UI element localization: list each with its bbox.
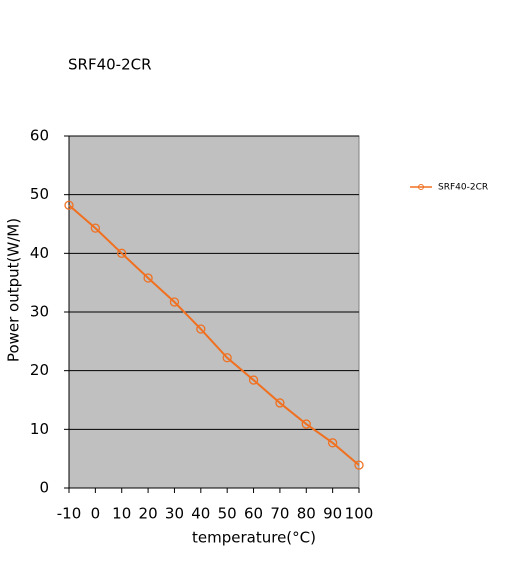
data-point (90, 223, 101, 233)
chart-title: SRF40-2CR (68, 56, 152, 74)
data-point (117, 248, 127, 258)
data-point (327, 438, 338, 448)
y-tick-label: 30 (30, 303, 49, 321)
legend-marker (418, 184, 424, 190)
x-tick-label: 10 (112, 505, 131, 523)
y-tick-label: 20 (30, 361, 49, 379)
data-point (222, 353, 232, 363)
x-tick-label: 0 (91, 505, 101, 523)
y-tick-label: 0 (39, 479, 49, 497)
x-tick-label: 80 (297, 505, 316, 523)
y-tick-label: 10 (30, 420, 49, 438)
data-point (301, 419, 311, 429)
x-tick-label: 90 (323, 505, 342, 523)
x-tick-label: 70 (270, 505, 289, 523)
y-tick-label: 40 (30, 244, 49, 262)
x-tick-label: 40 (191, 505, 210, 523)
y-axis-label: Power output(W/M) (5, 218, 23, 362)
data-point (143, 273, 153, 283)
x-tick-label: 60 (244, 505, 263, 523)
y-tick-label: 60 (30, 127, 49, 145)
data-point (275, 398, 285, 408)
x-tick-label: 100 (345, 505, 374, 523)
data-point (248, 375, 259, 385)
legend-label: SRF40-2CR (438, 183, 488, 193)
x-axis-label: temperature(°C) (192, 529, 316, 547)
data-point (354, 460, 364, 470)
x-tick-label: 50 (218, 505, 237, 523)
x-tick-label: 30 (165, 505, 184, 523)
y-tick-label: 50 (30, 185, 49, 203)
series-line (68, 204, 360, 466)
data-point (169, 297, 180, 307)
x-tick-label: 20 (139, 505, 158, 523)
data-point (196, 324, 206, 334)
x-tick-label: -10 (57, 505, 82, 523)
data-point (64, 200, 74, 210)
